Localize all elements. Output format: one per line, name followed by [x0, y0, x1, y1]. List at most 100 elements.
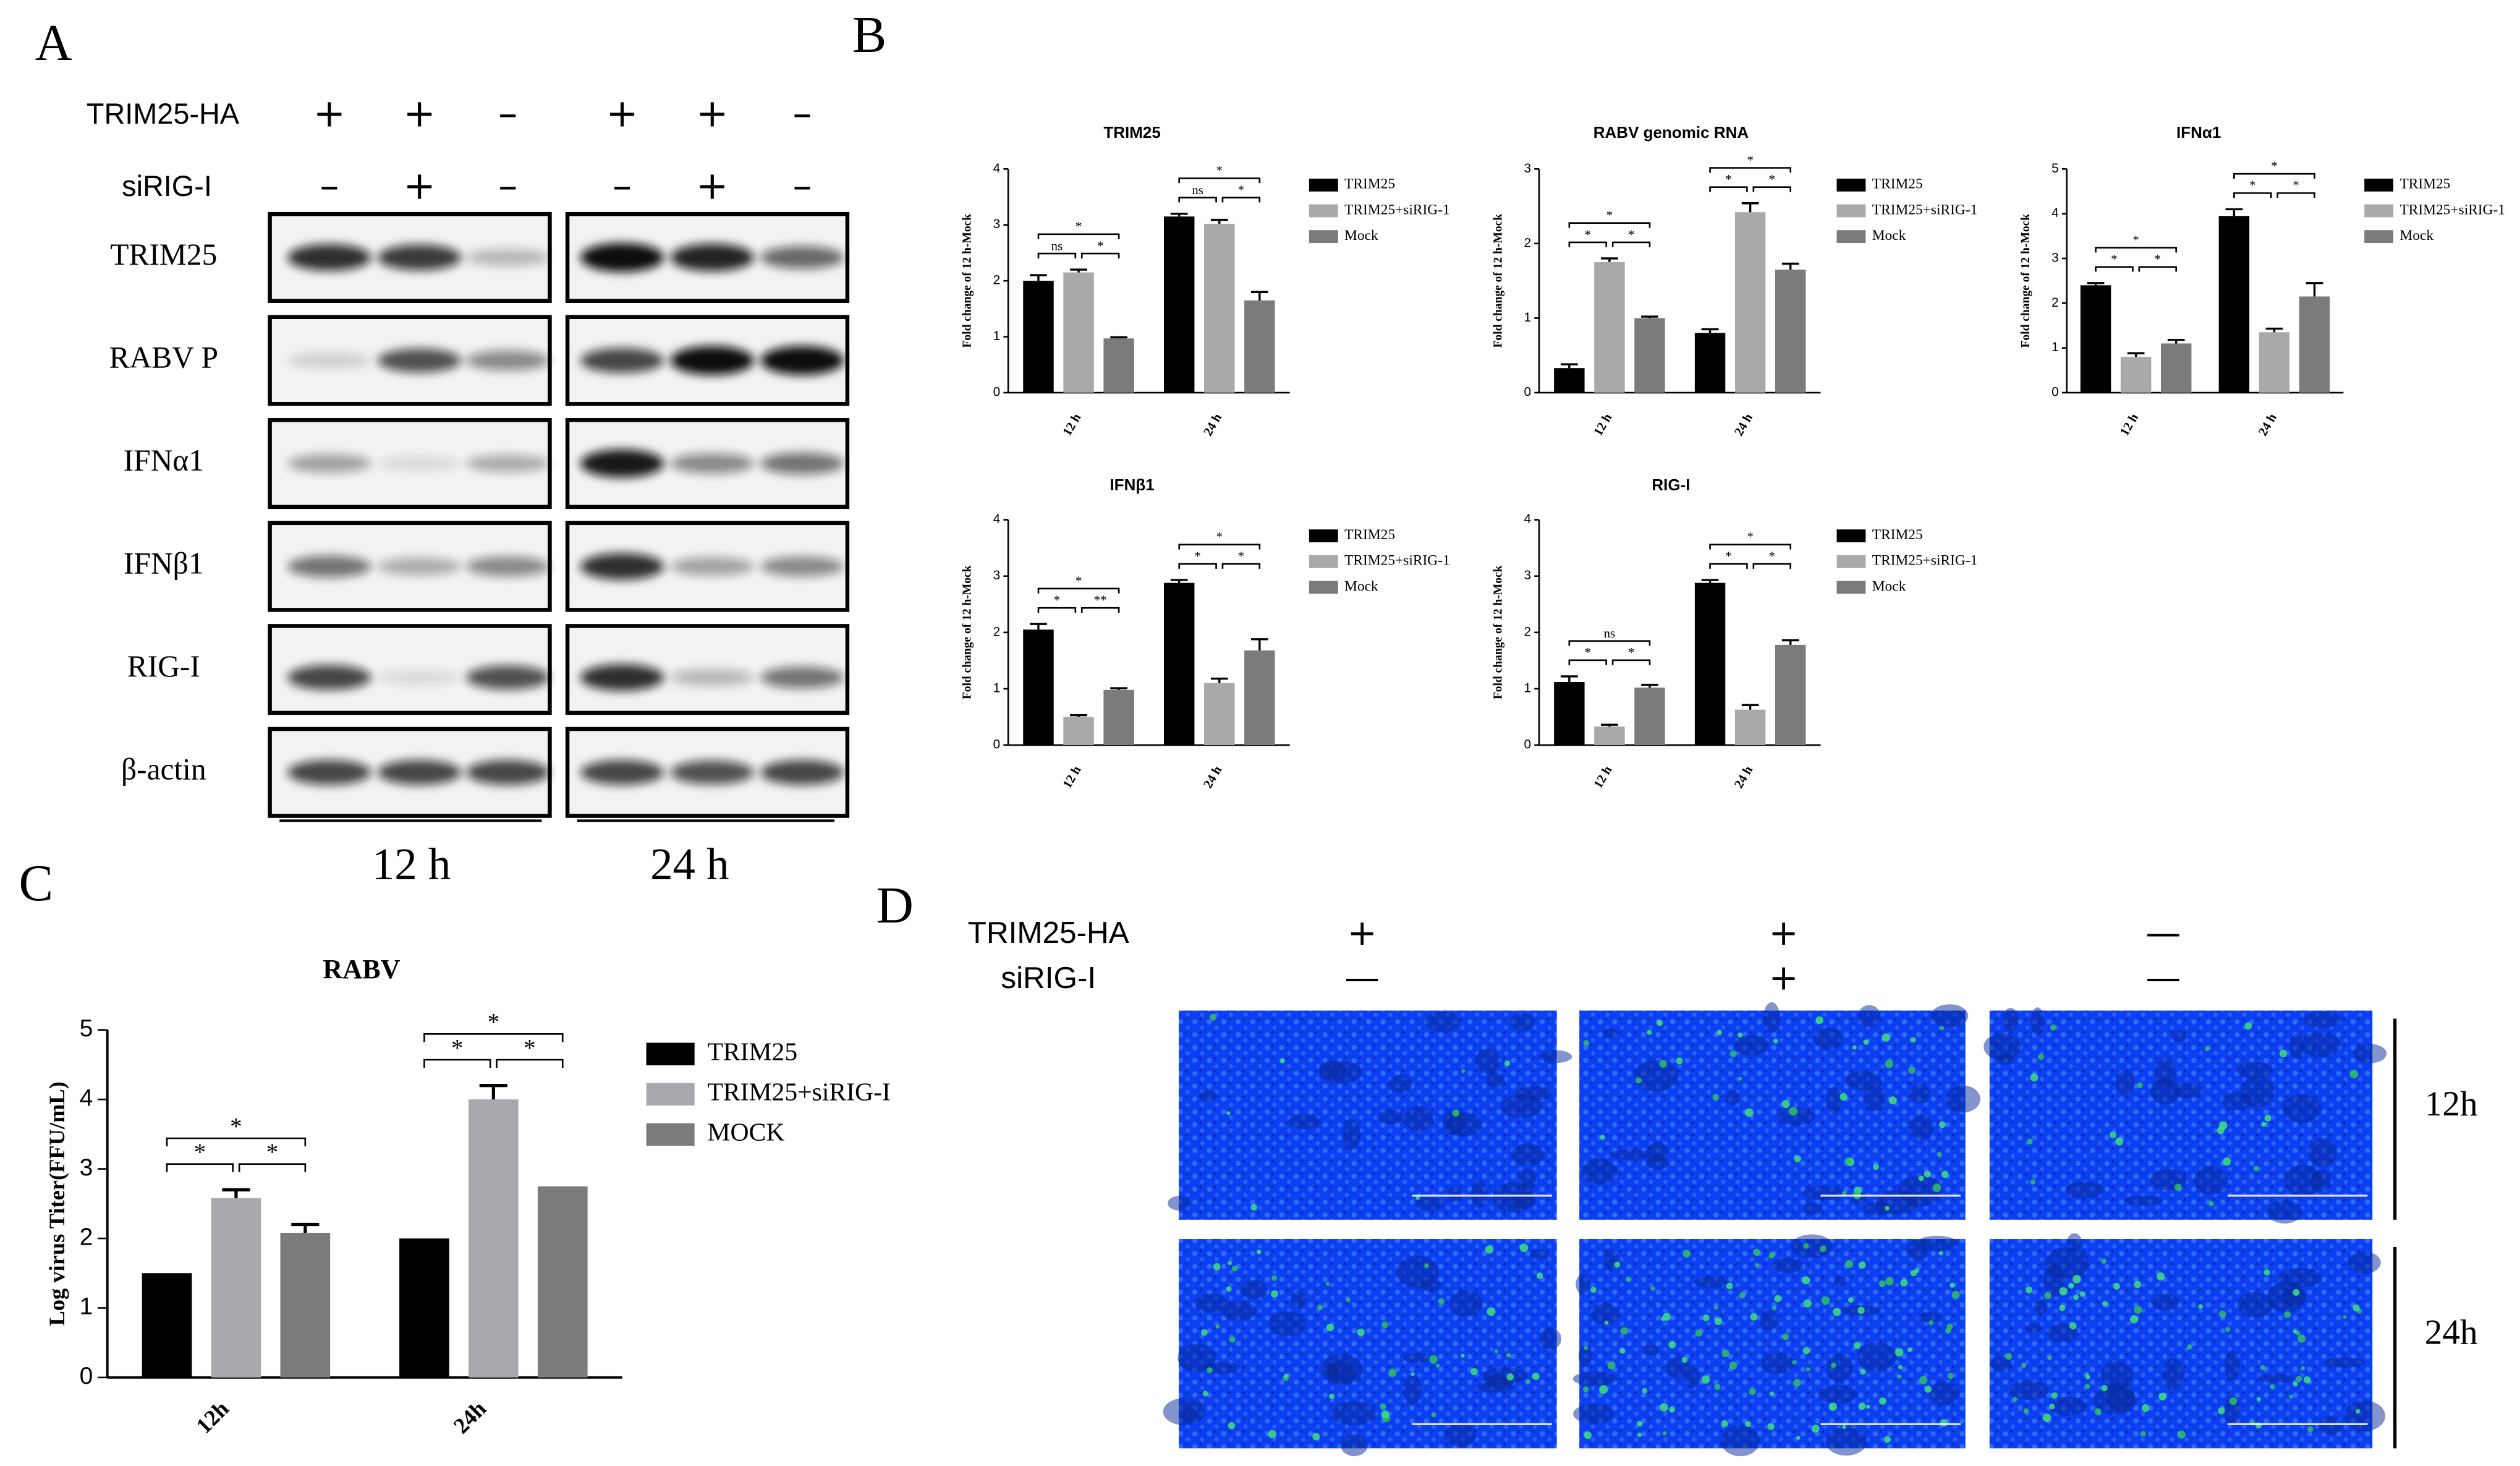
micrograph-shadow	[1470, 1180, 1488, 1209]
micrograph-shadow	[1591, 1303, 1619, 1325]
fluorescent-cell	[1839, 1093, 1848, 1101]
blot-band	[466, 249, 550, 266]
bar	[1694, 582, 1726, 746]
fluorescent-cell	[2297, 1334, 2306, 1343]
legend-label: TRIM25+siRIG-1	[1872, 553, 1978, 569]
fluorescent-cell	[1940, 1419, 1948, 1427]
fluorescent-cell	[1885, 1277, 1894, 1285]
chart-title: RIG-I	[1652, 475, 1690, 494]
legend-swatch	[646, 1123, 695, 1146]
bar	[1244, 650, 1275, 746]
blot-frame	[268, 315, 552, 406]
time-label: 24h	[2425, 1313, 2478, 1352]
fluorescent-cell	[2208, 1201, 2214, 1207]
legend-swatch	[1309, 555, 1338, 568]
fluorescent-cell	[1941, 1170, 1949, 1178]
error-bar	[1070, 714, 1087, 717]
error-bar	[1561, 363, 1578, 369]
fluorescent-cell	[1626, 1276, 1631, 1282]
fluorescent-cell	[2051, 1392, 2058, 1399]
micrograph-shadow	[1825, 1427, 1867, 1456]
fluorescent-cell	[1604, 1320, 1609, 1325]
significance-label: *	[1216, 529, 1223, 544]
fluorescent-cell	[1858, 1402, 1866, 1410]
treatment-sign: —	[1344, 957, 1380, 999]
significance-bracket	[2276, 192, 2315, 198]
micrograph-shadow	[2267, 1200, 2303, 1224]
significance-bracket	[1037, 252, 1077, 258]
fluorescent-cell	[1583, 1386, 1589, 1392]
micrograph-shadow	[2003, 1008, 2019, 1032]
bar	[142, 1273, 192, 1378]
micrograph-shadow	[2258, 1373, 2295, 1384]
micrograph-shadow	[1511, 1143, 1545, 1166]
fluorescent-cell	[1695, 1329, 1703, 1337]
micrograph-shadow	[1928, 1381, 1960, 1405]
fluorescent-cell	[1599, 1385, 1608, 1394]
error-bar	[1601, 257, 1618, 263]
micrograph-shadow	[2303, 1011, 2341, 1029]
micrograph-shadow	[1802, 1186, 1845, 1200]
significance-label: *	[1585, 227, 1591, 242]
fluorescent-cell	[2307, 1426, 2314, 1432]
significance-bracket	[1709, 563, 1748, 569]
blot-band	[580, 664, 664, 691]
fluorescent-cell	[1924, 1170, 1931, 1178]
fluorescent-cell	[1271, 1275, 1278, 1281]
significance-label: *	[2271, 159, 2277, 174]
fluorescent-cell	[1637, 1433, 1642, 1438]
fluorescent-cell	[1885, 1060, 1893, 1068]
y-tick-label: 0	[1524, 738, 1531, 752]
fluorescent-cell	[1346, 1297, 1351, 1302]
treatment-sign: —	[2145, 912, 2181, 953]
x-tick-label: 24 h	[2255, 411, 2280, 438]
micrograph-shadow	[2283, 1094, 2322, 1123]
error-bar	[1701, 579, 1719, 583]
y-tick-label: 2	[993, 624, 1001, 639]
micrograph-shadow	[2151, 1293, 2179, 1311]
fluorescent-cell	[1768, 1254, 1773, 1259]
fluorescent-cell	[1908, 1066, 1915, 1074]
micrograph-shadow	[1240, 1280, 1268, 1300]
significance-label: *	[1585, 645, 1591, 660]
significance-bracket	[1080, 607, 1120, 613]
treatment-sign: +	[1347, 912, 1377, 953]
fluorescent-cell	[1424, 1263, 1429, 1268]
bar	[1694, 333, 1726, 393]
bar	[2160, 343, 2192, 393]
error-bar	[1641, 683, 1658, 688]
fluorescent-cell	[2072, 1274, 2081, 1284]
micrograph-shadow	[2348, 1251, 2381, 1274]
legend-swatch	[1309, 178, 1338, 192]
micrograph-shadow	[2221, 1091, 2252, 1110]
x-tick-label: 24 h	[1731, 411, 1756, 438]
significance-bracket	[423, 1033, 564, 1042]
y-tick-label: 3	[1524, 568, 1531, 582]
fluorescent-cell	[1729, 1362, 1737, 1370]
fluorescent-cell	[1937, 1152, 1942, 1157]
fluorescent-cell	[2038, 1054, 2044, 1060]
legend-swatch	[1309, 581, 1338, 594]
micrograph-shadow	[1817, 1385, 1858, 1404]
legend-swatch	[2364, 204, 2394, 218]
fluorescent-cell	[1215, 1324, 1220, 1329]
fluorescent-cell	[1229, 1336, 1236, 1343]
fluorescent-cell	[1329, 1393, 1335, 1399]
y-tick-label: 5	[80, 1015, 93, 1042]
fluorescent-cell	[1803, 1299, 1812, 1308]
fluorescent-cell	[1848, 1297, 1854, 1303]
fluorescent-cell	[1726, 1282, 1733, 1290]
micrograph-shadow	[1983, 1033, 2021, 1060]
y-tick-label: 1	[1524, 681, 1531, 695]
fluorescent-cell	[1657, 1020, 1663, 1026]
micrograph-shadow	[2344, 1400, 2386, 1431]
micrograph-shadow	[1909, 1085, 1930, 1104]
error-bar	[1251, 291, 1268, 300]
error-bar	[1030, 274, 1047, 281]
bar	[1063, 717, 1094, 746]
legend-label: TRIM25+siRIG-1	[1344, 553, 1450, 569]
micrograph-shadow	[1791, 1234, 1833, 1258]
x-tick-label: 24 h	[1200, 763, 1225, 791]
significance-bracket	[1568, 241, 1608, 247]
